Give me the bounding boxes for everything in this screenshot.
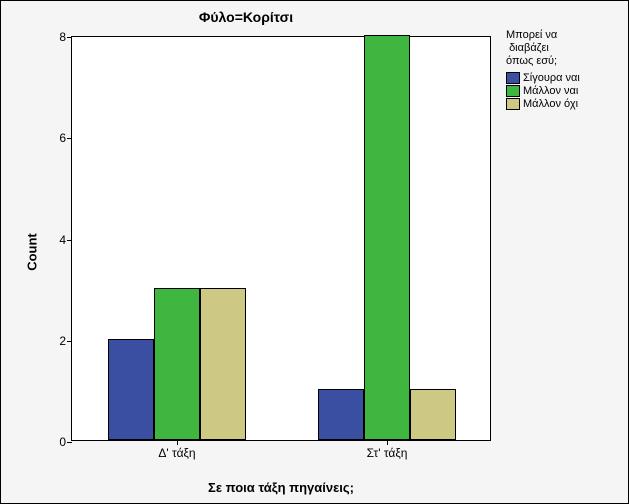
legend-item: Σίγουρα ναι: [506, 72, 616, 84]
bar: [200, 288, 246, 440]
y-axis-label: Count: [24, 233, 39, 271]
legend-label: Σίγουρα ναι: [523, 72, 580, 84]
x-tick-label: Στ' τάξη: [367, 440, 408, 460]
legend-label: Μάλλον ναι: [523, 85, 578, 97]
y-tick-mark: [67, 37, 72, 38]
legend-item: Μάλλον όχι: [506, 98, 616, 110]
legend-label: Μάλλον όχι: [523, 98, 578, 110]
legend-swatch: [506, 98, 520, 110]
chart-container: Φύλο=Κορίτσι Count 02468Δ' τάξηΣτ' τάξη …: [0, 0, 629, 504]
bar: [410, 389, 456, 440]
legend: Μπορεί να διαβάζει όπως εσύ; Σίγουρα ναι…: [506, 29, 616, 111]
y-tick-mark: [67, 341, 72, 342]
legend-title: Μπορεί να διαβάζει όπως εσύ;: [506, 29, 616, 69]
bar: [364, 35, 410, 440]
legend-title-line: Μπορεί να: [506, 29, 557, 41]
plot-area: 02468Δ' τάξηΣτ' τάξη: [71, 36, 491, 441]
legend-swatch: [506, 72, 520, 84]
y-tick-mark: [67, 442, 72, 443]
legend-item: Μάλλον ναι: [506, 85, 616, 97]
legend-swatch: [506, 85, 520, 97]
legend-title-line: όπως εσύ;: [506, 55, 557, 67]
bar: [318, 389, 364, 440]
x-axis-label: Σε ποια τάξη πηγαίνεις;: [71, 480, 491, 495]
chart-title: Φύλο=Κορίτσι: [1, 9, 491, 25]
legend-title-line: διαβάζει: [509, 42, 549, 54]
bar: [108, 339, 154, 440]
y-tick-mark: [67, 138, 72, 139]
y-tick-mark: [67, 240, 72, 241]
bar: [154, 288, 200, 440]
x-tick-label: Δ' τάξη: [158, 440, 195, 460]
